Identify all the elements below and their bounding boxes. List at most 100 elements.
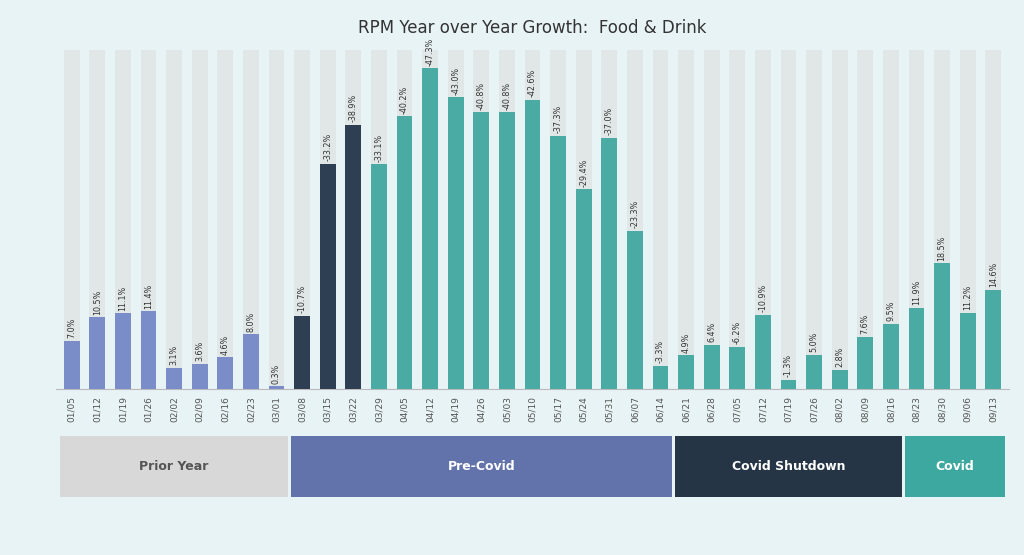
Text: 18.5%: 18.5% xyxy=(938,235,946,260)
Bar xyxy=(268,50,285,388)
Text: 0.3%: 0.3% xyxy=(272,364,281,384)
Bar xyxy=(243,50,259,388)
Text: 2.8%: 2.8% xyxy=(836,346,844,367)
Bar xyxy=(601,138,617,388)
Bar xyxy=(63,50,80,388)
Bar xyxy=(575,50,592,388)
Bar xyxy=(166,50,182,388)
Text: -10.7%: -10.7% xyxy=(298,285,306,314)
Bar xyxy=(550,50,566,388)
Bar xyxy=(550,136,566,388)
Bar xyxy=(678,50,694,388)
Text: -33.1%: -33.1% xyxy=(375,134,383,162)
Bar xyxy=(473,50,489,388)
Text: 4.6%: 4.6% xyxy=(221,335,229,355)
Text: 11.2%: 11.2% xyxy=(964,285,972,310)
Bar xyxy=(371,50,387,388)
Bar xyxy=(115,50,131,388)
Bar xyxy=(473,112,489,388)
Text: 7.0%: 7.0% xyxy=(68,318,76,339)
Text: -37.0%: -37.0% xyxy=(605,107,613,135)
Text: -40.8%: -40.8% xyxy=(477,82,485,109)
Text: 5.0%: 5.0% xyxy=(810,331,818,352)
Bar xyxy=(191,364,208,388)
Bar xyxy=(908,308,925,388)
Text: -47.3%: -47.3% xyxy=(426,37,434,65)
Bar xyxy=(499,50,515,388)
Bar xyxy=(345,125,361,388)
Bar xyxy=(831,50,848,388)
Bar xyxy=(652,50,669,388)
Bar xyxy=(755,315,771,388)
Bar xyxy=(780,380,797,388)
Bar xyxy=(985,50,1001,388)
Text: 11.4%: 11.4% xyxy=(144,284,153,309)
Bar xyxy=(140,311,157,388)
FancyBboxPatch shape xyxy=(675,436,902,497)
Bar xyxy=(115,314,131,388)
Text: 14.6%: 14.6% xyxy=(989,262,997,287)
Text: -10.9%: -10.9% xyxy=(759,284,767,312)
Bar xyxy=(422,68,438,388)
Bar xyxy=(191,50,208,388)
Bar xyxy=(294,50,310,388)
Text: Pre-Covid: Pre-Covid xyxy=(447,460,515,473)
Text: -23.3%: -23.3% xyxy=(631,200,639,228)
Text: -37.3%: -37.3% xyxy=(554,105,562,133)
Bar xyxy=(396,117,413,388)
Bar xyxy=(243,334,259,388)
Bar xyxy=(294,316,310,388)
Bar xyxy=(959,312,976,388)
Bar xyxy=(524,50,541,388)
Bar xyxy=(627,231,643,388)
Bar xyxy=(883,324,899,388)
Bar xyxy=(140,50,157,388)
Bar xyxy=(396,50,413,388)
Bar xyxy=(166,367,182,388)
Bar xyxy=(806,50,822,388)
Text: 8.0%: 8.0% xyxy=(247,311,255,332)
Text: -33.2%: -33.2% xyxy=(324,133,332,161)
Bar xyxy=(678,355,694,388)
Bar xyxy=(985,290,1001,388)
Bar xyxy=(652,366,669,388)
Bar xyxy=(729,346,745,388)
Text: -43.0%: -43.0% xyxy=(452,67,460,95)
Text: 3.1%: 3.1% xyxy=(170,345,178,365)
Bar xyxy=(63,341,80,388)
Bar xyxy=(345,50,361,388)
Bar xyxy=(217,357,233,388)
Bar xyxy=(729,50,745,388)
Bar xyxy=(883,50,899,388)
Bar xyxy=(601,50,617,388)
Text: Covid Shutdown: Covid Shutdown xyxy=(732,460,845,473)
Bar xyxy=(755,50,771,388)
Text: -40.8%: -40.8% xyxy=(503,82,511,109)
Bar xyxy=(217,50,233,388)
Bar xyxy=(934,50,950,388)
FancyBboxPatch shape xyxy=(60,436,288,497)
Bar xyxy=(371,164,387,388)
Bar xyxy=(627,50,643,388)
Title: RPM Year over Year Growth:  Food & Drink: RPM Year over Year Growth: Food & Drink xyxy=(358,19,707,37)
Text: -42.6%: -42.6% xyxy=(528,69,537,97)
Text: 7.6%: 7.6% xyxy=(861,314,869,334)
Bar xyxy=(89,317,105,388)
Bar xyxy=(703,50,720,388)
Bar xyxy=(575,189,592,388)
Bar xyxy=(959,50,976,388)
Bar xyxy=(447,50,464,388)
Bar xyxy=(703,345,720,388)
Text: 6.4%: 6.4% xyxy=(708,322,716,342)
Text: Prior Year: Prior Year xyxy=(139,460,209,473)
Bar xyxy=(319,50,336,388)
Bar xyxy=(89,50,105,388)
FancyBboxPatch shape xyxy=(905,436,1005,497)
Bar xyxy=(268,386,285,388)
Text: 4.9%: 4.9% xyxy=(682,332,690,352)
Text: 10.5%: 10.5% xyxy=(93,289,101,315)
Text: -29.4%: -29.4% xyxy=(580,158,588,186)
Bar xyxy=(319,164,336,388)
Bar xyxy=(857,50,873,388)
Text: Covid: Covid xyxy=(936,460,974,473)
